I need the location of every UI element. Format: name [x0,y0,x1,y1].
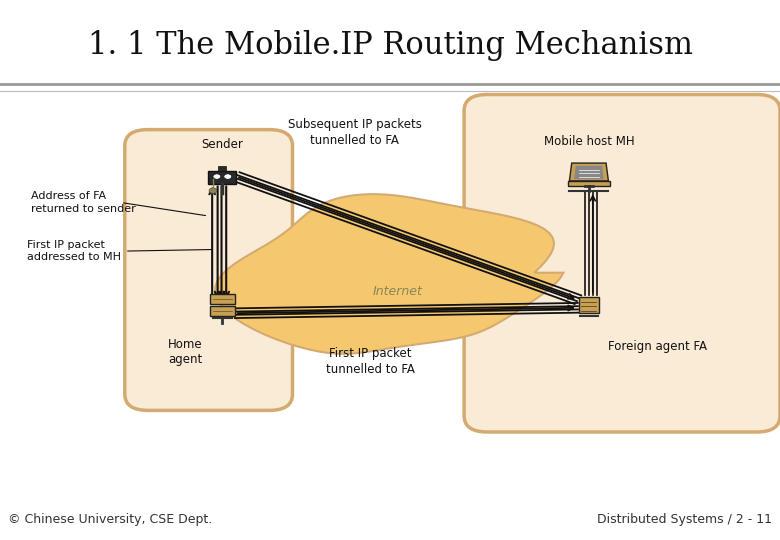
Polygon shape [215,194,563,354]
Text: Home
agent: Home agent [168,338,203,366]
Circle shape [209,188,217,193]
Text: © Chinese University, CSE Dept.: © Chinese University, CSE Dept. [8,514,212,526]
Polygon shape [574,166,604,179]
Bar [580,297,599,313]
Bar [218,166,226,171]
Bar [210,294,235,304]
Text: Foreign agent FA: Foreign agent FA [608,340,707,353]
Circle shape [224,174,232,179]
Text: Distributed Systems / 2 - 11: Distributed Systems / 2 - 11 [597,514,772,526]
Text: Address of FA
returned to sender: Address of FA returned to sender [31,191,136,214]
Bar [208,171,236,184]
Text: Internet: Internet [373,285,423,298]
Text: First IP packet
tunnelled to FA: First IP packet tunnelled to FA [326,347,415,376]
Text: Mobile host MH: Mobile host MH [544,136,634,148]
Circle shape [213,174,221,179]
Bar [210,306,235,316]
Bar [568,181,610,186]
Text: Sender: Sender [201,138,243,151]
Text: Subsequent IP packets
tunnelled to FA: Subsequent IP packets tunnelled to FA [288,118,422,147]
Polygon shape [569,163,608,181]
Text: 1. 1 The Mobile.IP Routing Mechanism: 1. 1 The Mobile.IP Routing Mechanism [87,30,693,62]
FancyBboxPatch shape [125,130,292,410]
Text: First IP packet
addressed to MH: First IP packet addressed to MH [27,240,122,262]
FancyBboxPatch shape [464,94,780,432]
